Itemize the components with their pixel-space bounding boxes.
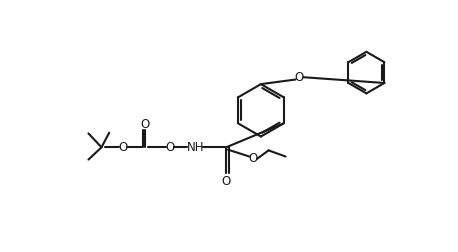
Text: O: O <box>119 141 128 154</box>
Text: O: O <box>141 118 150 131</box>
Text: O: O <box>249 151 258 165</box>
Text: O: O <box>222 175 231 188</box>
Text: NH: NH <box>187 141 204 154</box>
Text: O: O <box>295 72 304 84</box>
Text: O: O <box>165 141 174 154</box>
